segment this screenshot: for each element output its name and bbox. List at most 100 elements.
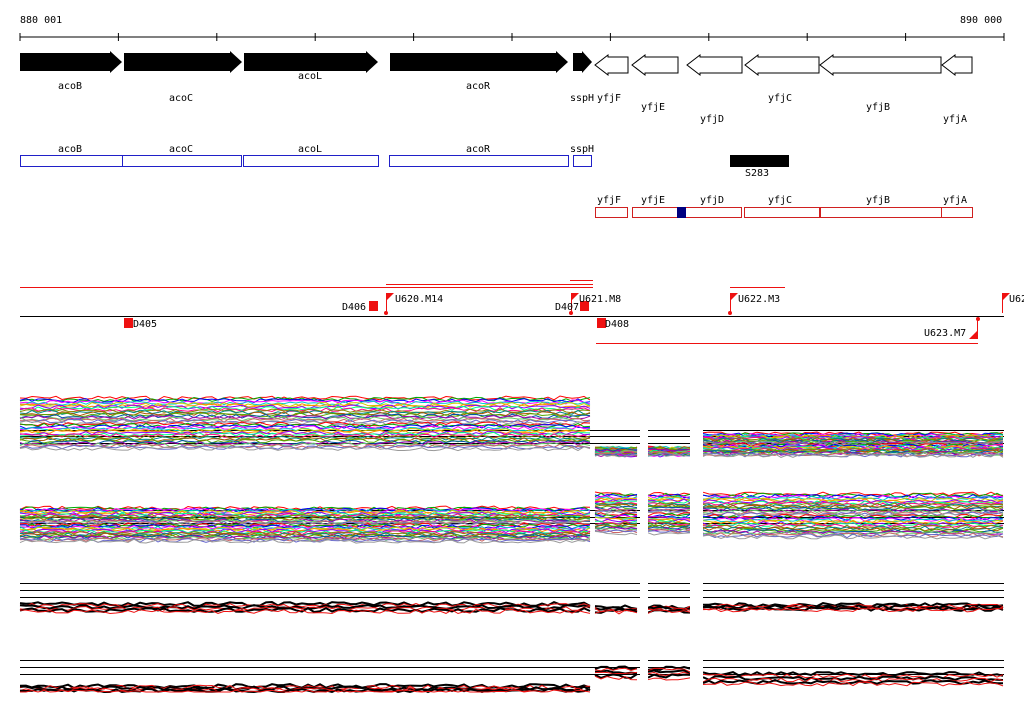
profile-line [19,537,591,543]
profile-line [647,450,691,456]
annot-label-yfjC: yfjC [768,195,792,206]
profile-line [594,675,638,681]
profile-line [702,498,1004,504]
gene-yfjF-arrow[interactable] [594,53,629,77]
profile-line [594,453,638,458]
profile-line [702,502,1004,508]
marker-d405-flag[interactable] [124,318,133,328]
annot-box-acoR[interactable] [389,155,569,167]
profile-line [702,509,1004,515]
profile-line [19,395,591,401]
profile-line [594,609,638,615]
profile-line [647,508,691,513]
gene-label-yfjE: yfjE [641,102,665,113]
marker-label-u622: U622.M3 [738,294,780,305]
profile-line [19,530,591,536]
annot-box-acoC[interactable] [122,155,242,167]
profile-line [702,673,1004,679]
profile-line [647,671,691,677]
profile-gap [690,658,703,692]
annot-box-acoL[interactable] [243,155,379,167]
profile-line [647,493,691,499]
annot-label-yfjB: yfjB [866,195,890,206]
profile-line [702,450,1004,456]
profile-line [647,677,691,681]
marker-track: D406 U620.M14 D407 U621.M8 U622.M3 U62 D… [20,280,1024,344]
gene-yfjB-arrow[interactable] [819,53,942,77]
gene-acoC-arrow[interactable] [124,51,242,73]
marker-d407-flag[interactable] [580,301,589,311]
forward-gene-track: acoB acoC acoL acoR sspH [20,51,594,104]
annot-label-yfjD: yfjD [700,195,724,206]
profile-line [647,509,691,514]
marker-label-d405: D405 [133,319,157,330]
reverse-gene-labels: yfjF yfjE yfjD yfjC yfjB yfjA [597,93,967,125]
profile-line [19,418,591,424]
annot-box-yfjB[interactable] [820,207,942,218]
gene-yfjD-arrow[interactable] [686,53,743,77]
profile-gap [640,490,648,545]
profile-line [647,506,691,510]
feature-s283-bar[interactable] [730,155,789,167]
profile-line [19,532,591,538]
profile-line [19,508,591,514]
annot-label-acoB: acoB [58,144,82,155]
profile-line [594,508,638,513]
marker-d406-flag[interactable] [369,301,378,311]
profile-line [19,516,591,522]
profile-line [702,677,1004,683]
feature-s283-label: S283 [745,168,769,179]
profile-line [647,498,691,504]
gene-acoB-arrow[interactable] [20,51,122,73]
marker-d408-flag[interactable] [597,318,606,328]
annot-box-sspH[interactable] [573,155,592,167]
annot-label-acoL: acoL [298,144,322,155]
gene-acoR-arrow[interactable] [390,51,568,73]
profile-line [647,669,691,675]
profile-line [702,512,1004,518]
profile-line [702,534,1004,540]
annot-label-acoR: acoR [466,144,491,155]
feature-s283: S283 [730,155,789,179]
gene-sspH-arrow[interactable] [573,51,592,73]
profile-line [647,526,691,530]
gene-yfjE-arrow[interactable] [631,53,679,77]
profile-line [19,400,591,406]
profile-line [19,438,591,444]
profile-line [647,532,691,536]
gene-acoL-arrow[interactable] [244,51,378,73]
gene-label-acoL: acoL [298,71,322,82]
profile-line [647,521,691,526]
profile-line [594,531,638,536]
profile-line [702,514,1004,520]
marker-u623-flag[interactable] [969,331,977,339]
profile-line [19,427,591,434]
profile-line [19,527,591,533]
annot-highlight-block[interactable] [677,207,686,218]
marker-u620-flag[interactable] [386,293,394,301]
profile-line [20,689,591,693]
profile-line [702,510,1004,516]
profile-line [19,412,591,418]
expression-profile-panel-multicolor-2 [19,491,1004,544]
gene-yfjA-arrow[interactable] [941,53,973,77]
annot-box-acoB[interactable] [20,155,123,167]
profile-line [702,533,1004,539]
profile-line [702,607,1004,613]
profile-line [19,602,591,609]
annot-label-sspH: sspH [570,144,594,155]
marker-u62-flag[interactable] [1002,293,1010,301]
marker-label-u623: U623.M7 [924,328,966,339]
annot-box-yfjC[interactable] [744,207,820,218]
marker-u622-flag[interactable] [730,293,738,301]
profile-gap [690,490,703,545]
gene-label-yfjA: yfjA [943,114,967,125]
annot-box-yfjF[interactable] [595,207,628,218]
annot-box-yfjE-yfjD[interactable] [632,207,742,218]
profile-line [702,496,1004,503]
profile-line [647,517,691,523]
red-annotation-track: yfjF yfjE yfjD yfjC yfjB yfjA [595,195,973,218]
gene-yfjC-arrow[interactable] [744,53,820,77]
marker-u621-flag[interactable] [571,293,579,301]
annot-box-yfjA[interactable] [941,207,973,218]
